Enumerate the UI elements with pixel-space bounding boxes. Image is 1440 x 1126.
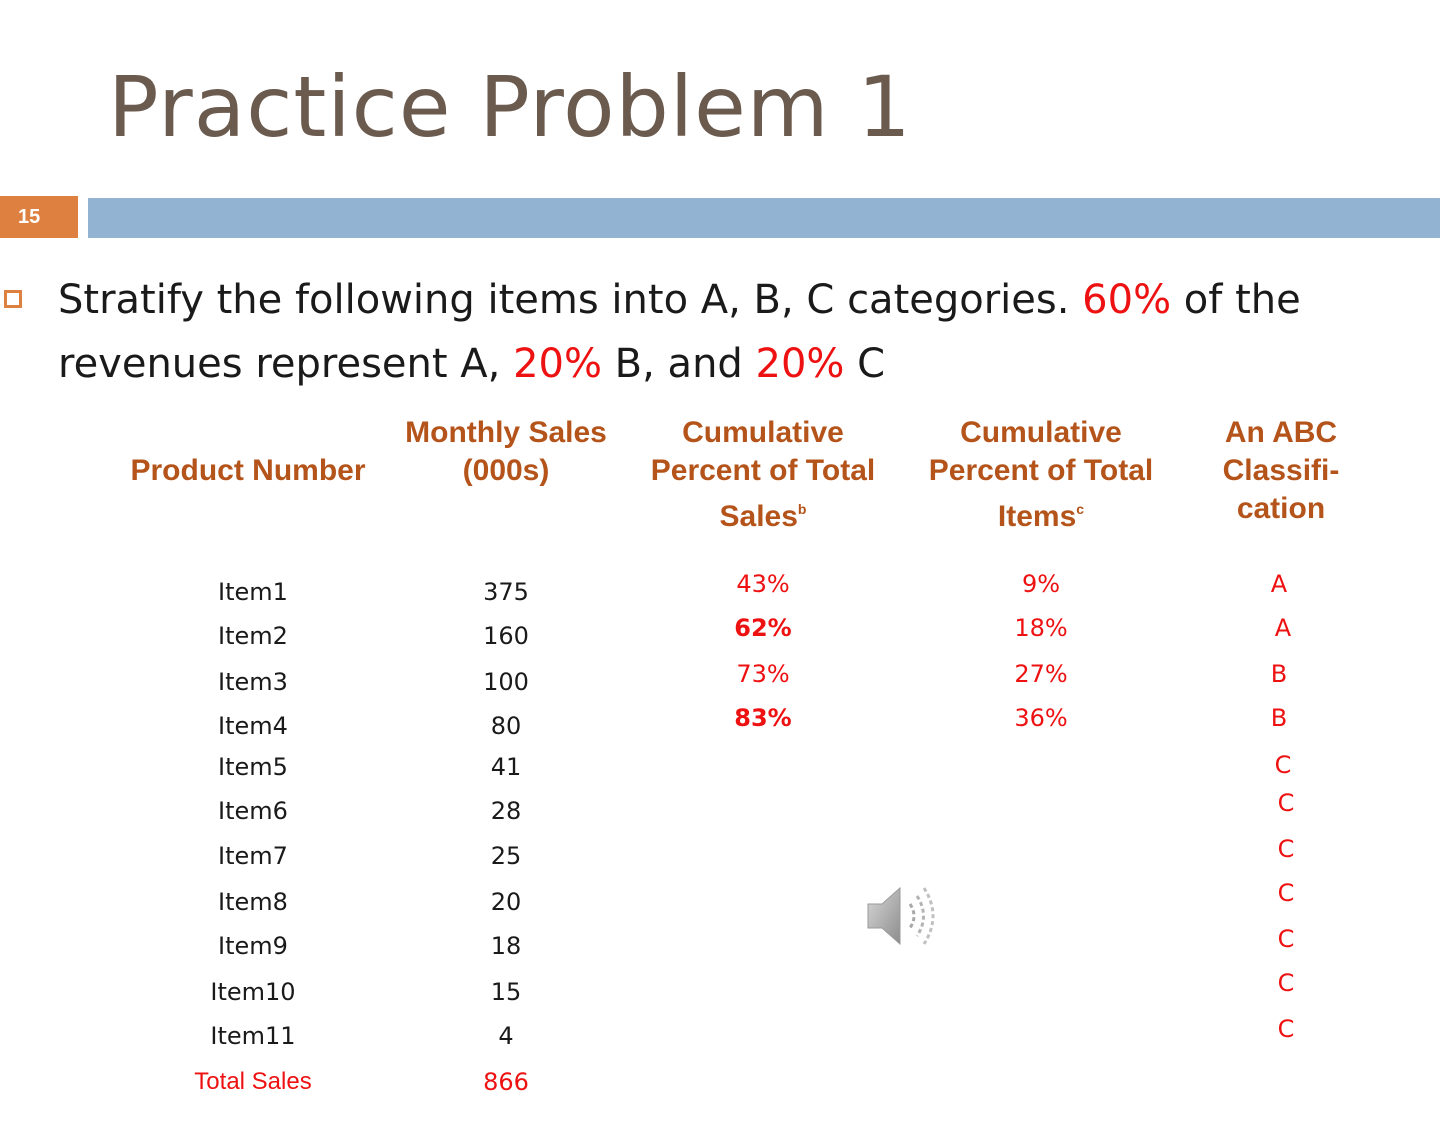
cell-cum-items: 9% <box>1021 570 1061 598</box>
speaker-icon[interactable] <box>862 880 942 952</box>
cell-abc: C <box>1274 751 1292 779</box>
header-abc-line2: Classifi- <box>1222 454 1340 487</box>
cell-sales: 15 <box>490 978 522 1006</box>
header-cum-items-line1: Cumulative <box>960 416 1122 449</box>
total-sales-value: 866 <box>483 1068 529 1096</box>
cell-item: Item7 <box>218 842 288 870</box>
cell-item: Item8 <box>218 888 288 916</box>
cell-item: Item4 <box>218 712 288 740</box>
header-abc-line1: An ABC <box>1224 416 1338 449</box>
cell-cum-items: 36% <box>1014 704 1068 732</box>
cell-sales: 80 <box>490 712 522 740</box>
cell-item: Item6 <box>218 797 288 825</box>
instruction-part1: Stratify the following items into A, B, … <box>58 277 1083 323</box>
cell-abc: C <box>1277 879 1295 907</box>
header-abc-line3: cation <box>1236 492 1326 525</box>
header-sales-line1: Monthly Sales <box>405 416 607 449</box>
header-product-label: Product Number <box>130 454 366 487</box>
cell-sales: 18 <box>490 932 522 960</box>
header-cum-sales-footnote: b <box>797 501 807 517</box>
instruction-part2: of the revenues represent A, <box>58 277 1301 387</box>
title-divider-bar <box>88 198 1440 238</box>
cell-item: Item2 <box>218 622 288 650</box>
cell-abc: C <box>1277 789 1295 817</box>
cell-abc: A <box>1274 614 1292 642</box>
cell-abc: C <box>1277 969 1295 997</box>
header-cumulative-sales: Cumulative Percent of Total Salesb <box>636 414 890 536</box>
cell-item: Item10 <box>210 978 296 1006</box>
instruction-pct-a: 60% <box>1082 277 1172 323</box>
cell-item: Item1 <box>218 578 288 606</box>
cell-cum-sales: 83% <box>734 704 792 732</box>
header-sales-line2: (000s) <box>462 454 550 487</box>
cell-cum-sales: 43% <box>736 570 790 598</box>
header-cum-sales-text: Sales <box>719 500 798 533</box>
cell-abc: C <box>1277 835 1295 863</box>
cell-item: Item3 <box>218 668 288 696</box>
header-monthly-sales: Monthly Sales (000s) <box>386 414 626 490</box>
cell-item: Item11 <box>210 1022 296 1050</box>
instruction-part3: B, and <box>601 341 756 387</box>
cell-sales: 20 <box>490 888 522 916</box>
cell-sales: 375 <box>483 578 529 606</box>
cell-item: Item9 <box>218 932 288 960</box>
header-cumulative-items: Cumulative Percent of Total Itemsc <box>914 414 1168 536</box>
header-cum-sales-line2: Percent of Total <box>650 454 876 487</box>
header-cum-items-text: Items <box>997 500 1077 533</box>
instruction-pct-b: 20% <box>513 341 602 387</box>
header-abc-classification: An ABC Classifi- cation <box>1196 414 1366 528</box>
instruction-text: Stratify the following items into A, B, … <box>58 268 1418 396</box>
cell-sales: 28 <box>490 797 522 825</box>
slide-number: 15 <box>0 196 78 238</box>
cell-abc: B <box>1270 704 1288 732</box>
cell-item: Item5 <box>218 753 288 781</box>
cell-sales: 41 <box>490 753 522 781</box>
cell-sales: 4 <box>498 1022 514 1050</box>
cell-sales: 25 <box>490 842 522 870</box>
header-product-number: Product Number <box>108 452 388 490</box>
total-sales-label: Total Sales <box>194 1068 312 1095</box>
instruction-pct-c: 20% <box>755 341 845 387</box>
header-cum-items-line3: Itemsc <box>914 490 1168 536</box>
header-cum-sales-line1: Cumulative <box>682 416 844 449</box>
bullet-square-icon <box>4 290 22 308</box>
cell-abc: A <box>1270 570 1288 598</box>
cell-sales: 100 <box>483 668 529 696</box>
cell-cum-items: 18% <box>1014 614 1068 642</box>
header-cum-sales-line3: Salesb <box>636 490 890 536</box>
cell-cum-sales: 62% <box>734 614 792 642</box>
header-cum-items-line2: Percent of Total <box>928 454 1154 487</box>
instruction-part4: C <box>844 341 886 387</box>
cell-abc: B <box>1270 660 1288 688</box>
speaker-icon-graphic <box>867 886 935 946</box>
cell-cum-items: 27% <box>1014 660 1068 688</box>
header-cum-items-footnote: c <box>1076 501 1085 517</box>
slide-title: Practice Problem 1 <box>108 58 912 156</box>
cell-abc: C <box>1277 1015 1295 1043</box>
cell-sales: 160 <box>483 622 529 650</box>
cell-abc: C <box>1277 925 1295 953</box>
cell-cum-sales: 73% <box>736 660 790 688</box>
